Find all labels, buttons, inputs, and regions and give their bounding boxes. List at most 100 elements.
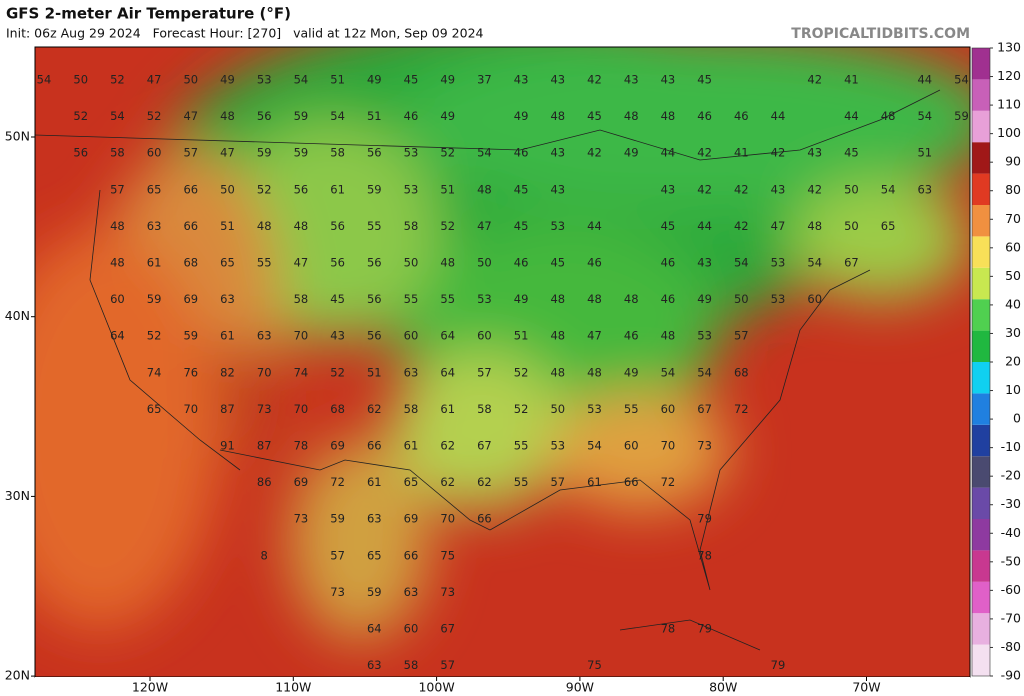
temperature-shading [35,47,970,640]
lon-label: 70W [852,680,880,695]
temperature-value: 60 [807,292,822,306]
temperature-value: 54 [477,146,492,160]
title: GFS 2-meter Air Temperature (°F) [6,5,291,23]
temperature-value: 49 [624,146,639,160]
temperature-value: 52 [514,402,529,416]
temperature-value: 63 [367,512,382,526]
temperature-value: 57 [550,475,565,489]
colorbar-label: -80 [1001,639,1021,654]
temperature-value: 47 [183,109,198,123]
temperature-value: 54 [881,182,896,196]
temperature-value: 59 [147,292,162,306]
temperature-value: 60 [404,622,419,636]
temperature-value: 47 [147,73,162,87]
temperature-value: 48 [477,182,492,196]
temperature-value: 56 [257,109,272,123]
lat-label: 30N [5,488,30,503]
temperature-value: 53 [587,402,602,416]
cuba [619,619,761,651]
temperature-value: 66 [477,512,492,526]
temperature-value: 44 [844,109,859,123]
colorbar-label: -40 [1001,525,1021,540]
temperature-value: 44 [771,109,786,123]
temperature-value: 37 [477,73,492,87]
temperature-value: 58 [404,219,419,233]
temperature-value: 59 [954,109,969,123]
temperature-value: 78 [697,548,712,562]
temperature-value: 50 [220,182,235,196]
temperature-value: 42 [697,182,712,196]
colorbar-label: 40 [1005,296,1021,311]
temperature-value: 74 [147,365,162,379]
temperature-value: 51 [514,329,529,343]
temperature-value: 41 [844,73,859,87]
temperature-value: 58 [294,292,309,306]
colorbar-label: 90 [1005,154,1021,169]
temperature-value: 67 [477,439,492,453]
temperature-value: 75 [440,548,455,562]
colorbar-label: 110 [997,97,1021,112]
temperature-value: 49 [220,73,235,87]
temperature-value: 65 [147,182,162,196]
temperature-value: 57 [440,658,455,672]
temperature-value: 55 [514,439,529,453]
temperature-value: 55 [514,475,529,489]
temperature-value: 87 [220,402,235,416]
temperature-value: 75 [587,658,602,672]
colorbar-label: 100 [997,125,1021,140]
temperature-value: 63 [404,585,419,599]
temperature-value: 62 [440,475,455,489]
temperature-value: 49 [514,109,529,123]
temperature-value: 67 [844,256,859,270]
temperature-value: 48 [440,256,455,270]
temperature-value: 42 [587,73,602,87]
temperature-value: 44 [917,73,932,87]
temperature-value: 66 [404,548,419,562]
temperature-value: 48 [220,109,235,123]
temperature-value: 43 [661,182,676,196]
colorbar-label: 80 [1005,182,1021,197]
colorbar-segment [972,362,990,394]
temperature-value: 8 [261,548,268,562]
temperature-value: 65 [367,548,382,562]
temperature-value: 48 [550,365,565,379]
temperature-value: 52 [147,109,162,123]
temperature-value: 49 [514,292,529,306]
temperature-value: 42 [734,219,749,233]
temperature-value: 48 [624,109,639,123]
temperature-value: 59 [367,182,382,196]
temperature-value: 45 [587,109,602,123]
temperature-value: 69 [294,475,309,489]
colorbar-segment [972,330,990,362]
colorbar-segment [972,456,990,488]
west-coast [89,189,241,471]
temperature-value: 52 [440,219,455,233]
temperature-value: 45 [404,73,419,87]
temperature-value: 55 [257,256,272,270]
temperature-value: 56 [367,292,382,306]
labels: 54 50 52 47 50 49 53 54 51 49 45 49 37 43 43 42 43 43 45 42… [5,40,1021,695]
temperature-value: 48 [587,292,602,306]
temperature-value: 67 [697,402,712,416]
colorbar-segment [972,487,990,519]
temperature-value: 61 [440,402,455,416]
colorbar-segment [972,644,990,676]
colorbar-segment [972,581,990,614]
temperature-value: 54 [330,109,345,123]
temperature-value: 56 [330,256,345,270]
temperature-value: 62 [440,439,455,453]
temperature-value: 60 [624,439,639,453]
temperature-value: 45 [844,146,859,160]
temperature-value: 52 [147,329,162,343]
temperature-value: 73 [294,512,309,526]
temperature-value: 45 [514,219,529,233]
temperature-value: 87 [257,439,272,453]
temperature-value: 58 [404,658,419,672]
temperature-value: 61 [330,182,345,196]
colorbar-label: -60 [1001,582,1021,597]
temperature-value: 60 [404,329,419,343]
temperature-value: 68 [183,256,198,270]
temperature-value: 73 [257,402,272,416]
temperature-value: 60 [477,329,492,343]
colorbar-segment [972,519,990,551]
